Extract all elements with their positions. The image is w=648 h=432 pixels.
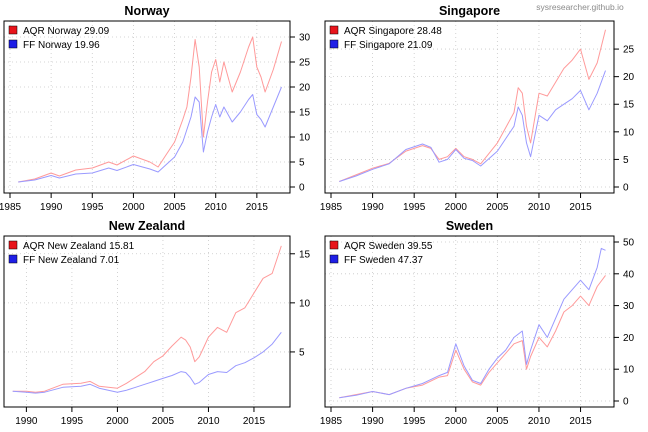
y-tick-label: 30 — [299, 33, 311, 44]
y-tick-label: 50 — [623, 238, 635, 249]
y-tick-label: 0 — [623, 397, 629, 408]
plot-frame — [3, 20, 291, 194]
y-tick-label: 15 — [623, 100, 635, 111]
watermark: sysresearcher.github.io — [536, 2, 624, 12]
panel-title: New Zealand — [109, 219, 185, 233]
x-tick-label: 2015 — [246, 202, 269, 213]
x-tick-label: 2000 — [122, 202, 145, 213]
series-line-aqr — [12, 245, 282, 393]
y-tick-label: 0 — [623, 183, 629, 194]
x-tick-label: 2010 — [528, 416, 551, 427]
panel-title: Norway — [124, 4, 169, 18]
legend-label: FF Singapore 21.09 — [344, 40, 433, 51]
x-tick-label: 1995 — [81, 202, 104, 213]
y-tick-label: 5 — [299, 158, 305, 169]
series-line-ff — [12, 331, 282, 394]
y-tick-label: 20 — [623, 333, 635, 344]
x-tick-label: 1985 — [320, 416, 343, 427]
legend-swatch — [8, 39, 18, 49]
x-tick-label: 2005 — [486, 202, 509, 213]
x-tick-label: 2015 — [569, 416, 592, 427]
x-tick-label: 2000 — [445, 416, 468, 427]
plot-frame — [324, 235, 615, 408]
panel-title: Sweden — [446, 219, 493, 233]
x-tick-label: 1985 — [320, 202, 343, 213]
x-tick-label: 2000 — [106, 416, 129, 427]
legend-label: AQR Sweden 39.55 — [344, 241, 433, 252]
series-line-aqr — [18, 36, 282, 183]
y-tick-label: 5 — [623, 155, 629, 166]
legend-swatch — [329, 25, 339, 35]
x-tick-label: 2000 — [445, 202, 468, 213]
y-tick-label: 15 — [299, 108, 311, 119]
y-tick-label: 10 — [299, 298, 311, 309]
legend-swatch — [329, 254, 339, 264]
legend-label: AQR Singapore 28.48 — [344, 26, 442, 37]
plot-frame — [324, 20, 615, 194]
panel-3: Sweden 1985 1990 1995 2000 2005 2010 2015 0 10 20 3… — [320, 219, 635, 427]
series-line-ff — [339, 70, 606, 182]
y-tick-label: 20 — [623, 72, 635, 83]
x-tick-label: 2015 — [243, 416, 266, 427]
series-line-ff — [18, 86, 282, 183]
x-tick-label: 1990 — [361, 416, 384, 427]
legend-swatch — [8, 254, 18, 264]
legend-label: FF New Zealand 7.01 — [23, 255, 120, 266]
x-tick-label: 1985 — [0, 202, 22, 213]
x-tick-label: 2005 — [163, 202, 186, 213]
y-tick-label: 25 — [623, 45, 635, 56]
x-tick-label: 1995 — [403, 416, 426, 427]
x-tick-label: 1990 — [40, 202, 63, 213]
y-tick-label: 10 — [623, 365, 635, 376]
y-tick-label: 10 — [299, 133, 311, 144]
panel-title: Singapore — [439, 4, 500, 18]
x-tick-label: 2005 — [152, 416, 175, 427]
x-tick-label: 1995 — [403, 202, 426, 213]
legend-swatch — [329, 240, 339, 250]
x-tick-label: 2005 — [486, 416, 509, 427]
y-tick-label: 5 — [299, 347, 305, 358]
y-tick-label: 15 — [299, 249, 311, 260]
y-tick-label: 30 — [623, 301, 635, 312]
legend-swatch — [8, 25, 18, 35]
y-tick-label: 10 — [623, 127, 635, 138]
y-tick-label: 40 — [623, 269, 635, 280]
series-line-aqr — [339, 29, 606, 182]
legend-label: AQR Norway 29.09 — [23, 26, 110, 37]
panel-0: Norway 1985 1990 1995 2000 2005 2010 2015 0 5 10 15… — [0, 4, 311, 213]
y-tick-label: 25 — [299, 58, 311, 69]
x-tick-label: 2010 — [197, 416, 220, 427]
x-tick-label: 1990 — [15, 416, 38, 427]
legend-swatch — [329, 39, 339, 49]
legend-label: FF Sweden 47.37 — [344, 255, 423, 266]
x-tick-label: 1995 — [61, 416, 84, 427]
legend-swatch — [8, 240, 18, 250]
plot-frame — [3, 235, 291, 408]
legend-label: FF Norway 19.96 — [23, 40, 100, 51]
series-line-aqr — [339, 275, 606, 399]
x-tick-label: 2010 — [528, 202, 551, 213]
panel-2: New Zealand 1990 1995 2000 2005 2010 2015 5 10 15… — [3, 219, 311, 427]
x-tick-label: 1990 — [361, 202, 384, 213]
series-line-ff — [339, 247, 606, 399]
legend-label: AQR New Zealand 15.81 — [23, 241, 135, 252]
x-tick-label: 2010 — [205, 202, 228, 213]
y-tick-label: 0 — [299, 183, 305, 194]
x-tick-label: 2015 — [569, 202, 592, 213]
y-tick-label: 20 — [299, 83, 311, 94]
